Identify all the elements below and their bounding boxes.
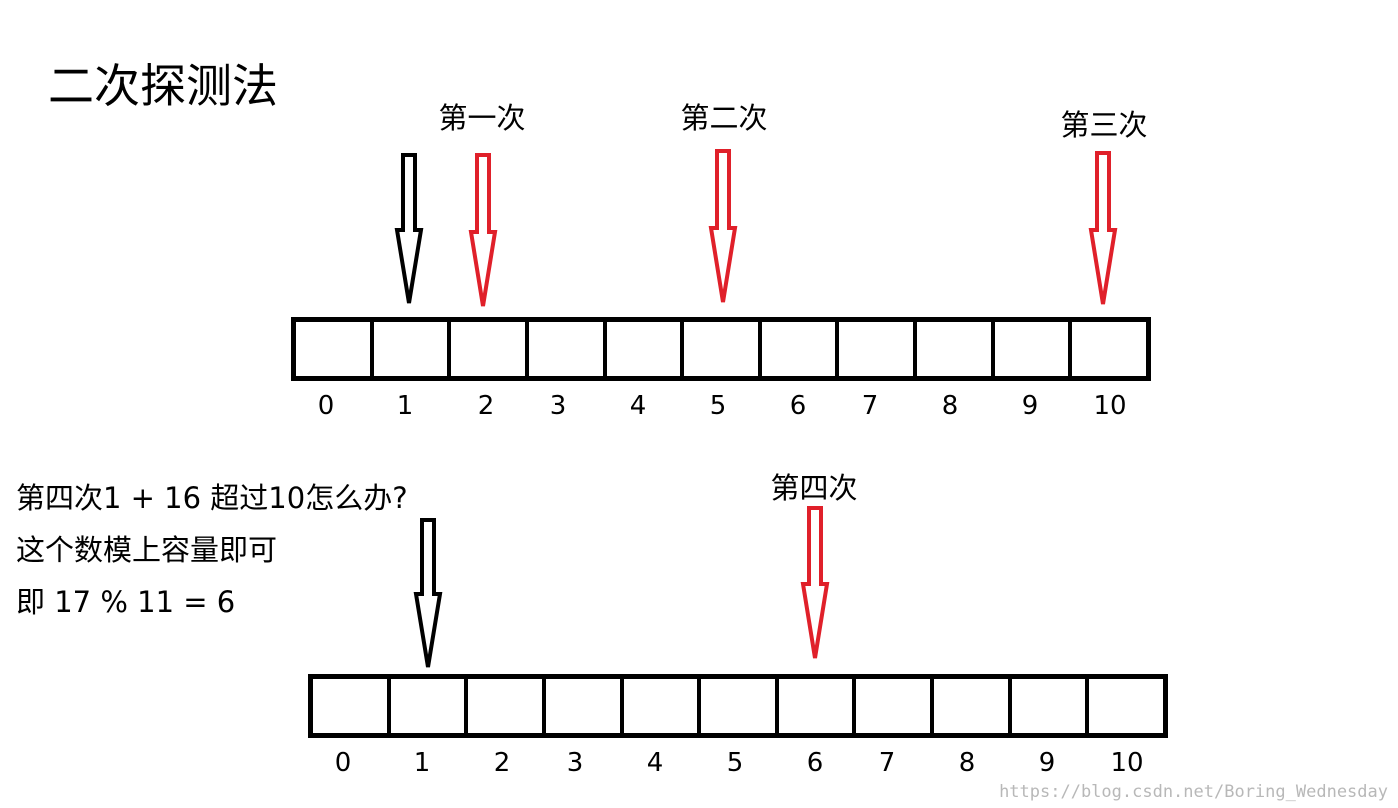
index-label: 10 — [1093, 391, 1127, 421]
index-label: 6 — [789, 391, 807, 421]
table-cell — [852, 679, 930, 733]
index-label: 3 — [566, 748, 584, 778]
index-label: 3 — [549, 391, 567, 421]
third-probe-arrow — [1088, 151, 1118, 305]
first-probe-arrow — [468, 153, 498, 307]
table-cell — [541, 679, 620, 733]
watermark: https://blog.csdn.net/Boring_Wednesday — [999, 782, 1388, 802]
index-label: 4 — [646, 748, 664, 778]
table-cell — [296, 322, 370, 376]
table-cell — [602, 322, 681, 376]
table-cell — [697, 679, 775, 733]
table-cell — [774, 679, 853, 733]
note-line-3: 即 17 % 11 = 6 — [16, 585, 236, 619]
index-label: 1 — [413, 748, 431, 778]
index-label: 7 — [861, 391, 879, 421]
third-probe-label: 第三次 — [1060, 108, 1148, 142]
table-cell — [619, 679, 698, 733]
index-label: 2 — [477, 391, 495, 421]
index-label: 8 — [958, 748, 976, 778]
index-label: 9 — [1021, 391, 1039, 421]
table-cell — [386, 679, 465, 733]
table-cell — [524, 322, 603, 376]
table-cell — [1068, 322, 1146, 376]
index-label: 10 — [1110, 748, 1144, 778]
note-line-1: 第四次1 + 16 超过10怎么办? — [16, 481, 408, 515]
table-cell — [680, 322, 758, 376]
fourth-probe-arrow — [800, 506, 830, 659]
start-arrow-top — [394, 153, 424, 304]
hash-table-top — [291, 317, 1151, 381]
index-label: 8 — [941, 391, 959, 421]
index-label: 2 — [493, 748, 511, 778]
table-cell — [1007, 679, 1086, 733]
table-cell — [930, 679, 1008, 733]
index-label: 5 — [709, 391, 727, 421]
hash-table-bottom — [308, 674, 1168, 738]
index-label: 7 — [878, 748, 896, 778]
table-cell — [447, 322, 525, 376]
table-cell — [464, 679, 542, 733]
table-cell — [1085, 679, 1163, 733]
table-cell — [313, 679, 387, 733]
second-probe-label: 第二次 — [680, 101, 768, 135]
table-cell — [990, 322, 1069, 376]
index-label: 0 — [334, 748, 352, 778]
index-label: 1 — [396, 391, 414, 421]
table-cell — [757, 322, 836, 376]
fourth-probe-label: 第四次 — [770, 471, 858, 505]
note-line-2: 这个数模上容量即可 — [16, 533, 278, 567]
diagram-title: 二次探测法 — [48, 59, 278, 113]
table-cell — [835, 322, 913, 376]
table-cell — [369, 322, 448, 376]
index-label: 6 — [806, 748, 824, 778]
second-probe-arrow — [708, 149, 738, 303]
first-probe-label: 第一次 — [438, 101, 526, 135]
start-arrow-bottom — [413, 518, 443, 668]
index-label: 5 — [726, 748, 744, 778]
index-label: 4 — [629, 391, 647, 421]
table-cell — [913, 322, 991, 376]
index-label: 9 — [1038, 748, 1056, 778]
index-label: 0 — [317, 391, 335, 421]
